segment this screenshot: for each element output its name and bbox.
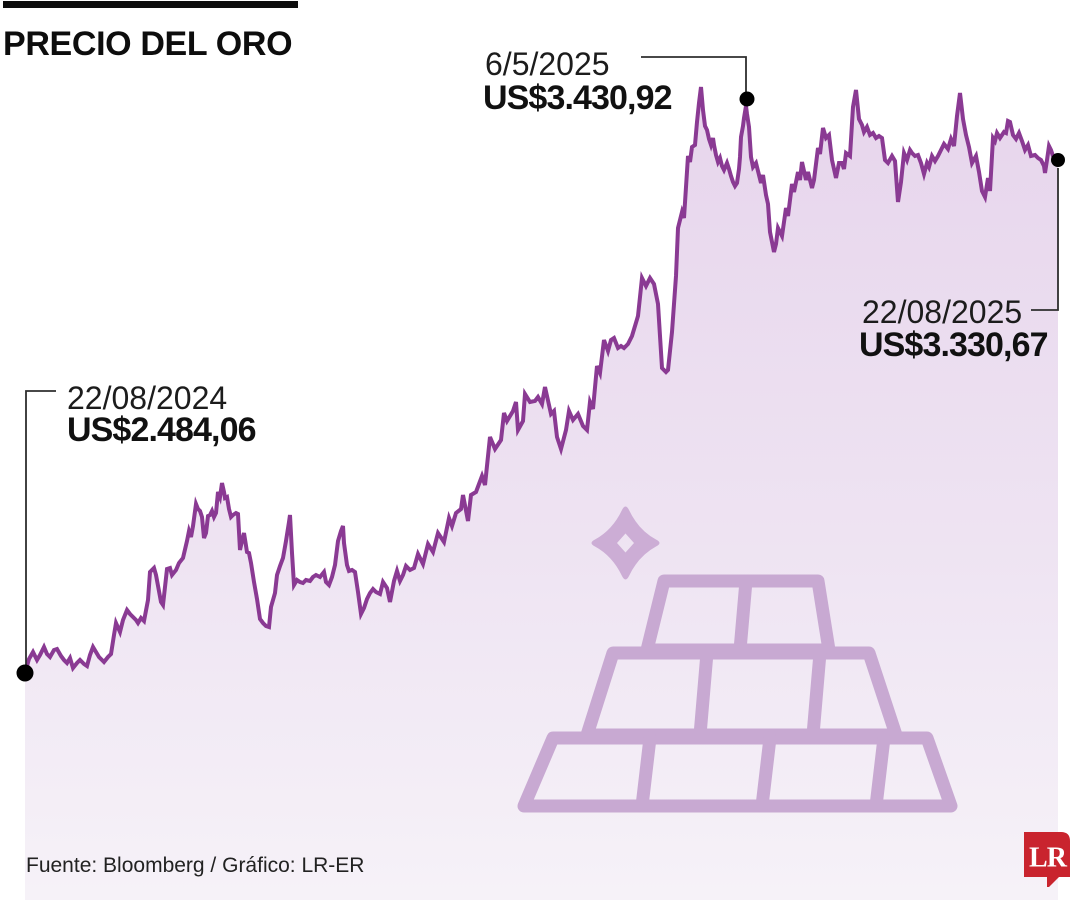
svg-text:LR: LR xyxy=(1029,843,1068,874)
